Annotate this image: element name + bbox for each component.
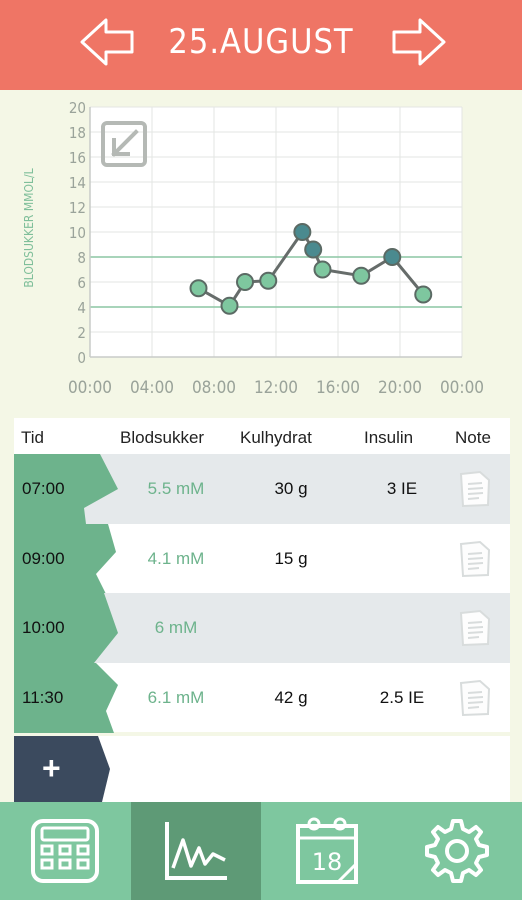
table-row[interactable]: 07:00 5.5 mM 30 g 3 IE <box>14 454 510 524</box>
y-tick-label: 14 <box>69 174 86 192</box>
entry-carbs: 15 g <box>274 548 308 568</box>
y-tick-label: 6 <box>77 274 86 292</box>
series-line <box>197 230 425 308</box>
y-tick-label: 2 <box>77 324 86 342</box>
table-header: Tid Blodsukker Kulhydrat Insulin Note <box>14 418 510 454</box>
plus-icon: + <box>42 750 61 786</box>
y-tick-label: 12 <box>69 199 86 217</box>
time-tag: 07:00 <box>14 454 120 524</box>
time-tag: 10:00 <box>14 593 120 663</box>
x-tick-label: 08:00 <box>192 378 236 398</box>
x-tick-label: 00:00 <box>440 378 484 398</box>
date-title: 25.AUGUST <box>168 22 354 62</box>
table-row[interactable]: 11:30 6.1 mM 42 g 2.5 IE <box>14 662 510 733</box>
data-point <box>352 266 371 285</box>
entry-time: 09:00 <box>22 548 65 568</box>
calendar-day: 18 <box>312 848 343 876</box>
entries-list: 07:00 5.5 mM 30 g 3 IE 09:00 4.1 mM 15 g… <box>14 454 510 733</box>
entry-time: 10:00 <box>22 618 65 637</box>
header-insulin: Insulin <box>364 428 414 447</box>
entry-insulin: 3 IE <box>386 479 418 498</box>
y-axis-label: BLODSUKKER MMOL/L <box>22 168 36 287</box>
note-icon[interactable] <box>458 540 492 578</box>
data-point <box>220 296 239 315</box>
y-tick-label: 8 <box>77 249 86 267</box>
entry-blood-sugar: 5.5 mM <box>147 479 205 498</box>
data-point <box>313 260 332 279</box>
x-tick-label: 20:00 <box>378 378 422 398</box>
y-tick-label: 18 <box>69 124 86 142</box>
entry-time: 07:00 <box>22 479 65 498</box>
y-tick-label: 10 <box>69 224 86 242</box>
data-point <box>293 223 312 241</box>
entry-blood-sugar: 6.1 mM <box>147 687 205 707</box>
data-point <box>383 248 402 266</box>
data-point <box>259 271 278 290</box>
expand-chart-icon[interactable] <box>100 120 148 168</box>
nav-calculator[interactable] <box>0 802 130 900</box>
chart-svg: 0 2 4 6 8 10 12 14 16 18 20 00:00 04:00 08:00 12:00 16:… <box>22 99 484 398</box>
header-blood-sugar: Blodsukker <box>120 428 205 447</box>
time-tag: 11:30 <box>14 662 120 733</box>
x-tick-label: 16:00 <box>316 378 360 398</box>
y-tick-label: 4 <box>77 299 86 317</box>
add-entry-button[interactable]: + <box>14 736 112 802</box>
header-carbs: Kulhydrat <box>240 428 312 447</box>
time-tag: 09:00 <box>14 523 120 594</box>
header-time: Tid <box>21 428 44 447</box>
calculator-icon <box>31 819 99 883</box>
calendar-icon: 18 <box>296 817 358 884</box>
entry-carbs: 42 g <box>274 687 308 707</box>
settings-gear-icon <box>425 819 489 883</box>
nav-settings[interactable] <box>392 802 522 900</box>
data-point <box>414 285 433 304</box>
note-icon[interactable] <box>458 609 492 647</box>
app-header: 25.AUGUST <box>0 0 522 90</box>
x-tick-label: 12:00 <box>254 378 298 398</box>
entry-time: 11:30 <box>22 687 64 707</box>
note-icon[interactable] <box>458 679 492 717</box>
add-entry-row: + <box>14 736 510 802</box>
note-icon[interactable] <box>458 470 492 508</box>
chart-icon <box>165 822 227 880</box>
arrow-left-icon[interactable] <box>78 14 138 70</box>
table-row[interactable]: 10:00 6 mM <box>14 593 510 663</box>
bottom-nav: 18 <box>0 802 522 900</box>
y-tick-label: 20 <box>69 99 86 117</box>
nav-chart[interactable] <box>131 802 261 900</box>
entry-insulin: 2.5 IE <box>379 687 425 707</box>
x-tick-label: 00:00 <box>68 378 112 398</box>
entry-blood-sugar: 6 mM <box>154 618 198 637</box>
x-tick-label: 04:00 <box>130 378 174 398</box>
entry-blood-sugar: 4.1 mM <box>147 548 205 568</box>
data-point <box>189 279 208 298</box>
entry-carbs: 30 g <box>274 479 308 498</box>
arrow-right-icon[interactable] <box>388 14 448 70</box>
data-point <box>304 240 323 259</box>
y-tick-label: 0 <box>77 349 86 367</box>
data-point <box>236 273 254 291</box>
header-note: Note <box>455 428 491 447</box>
table-row[interactable]: 09:00 4.1 mM 15 g <box>14 523 510 594</box>
blood-sugar-chart: 0 2 4 6 8 10 12 14 16 18 20 00:00 04:00 08:00 12:00 16:… <box>0 90 522 410</box>
nav-calendar[interactable]: 18 <box>262 802 392 900</box>
y-tick-label: 16 <box>69 149 86 167</box>
